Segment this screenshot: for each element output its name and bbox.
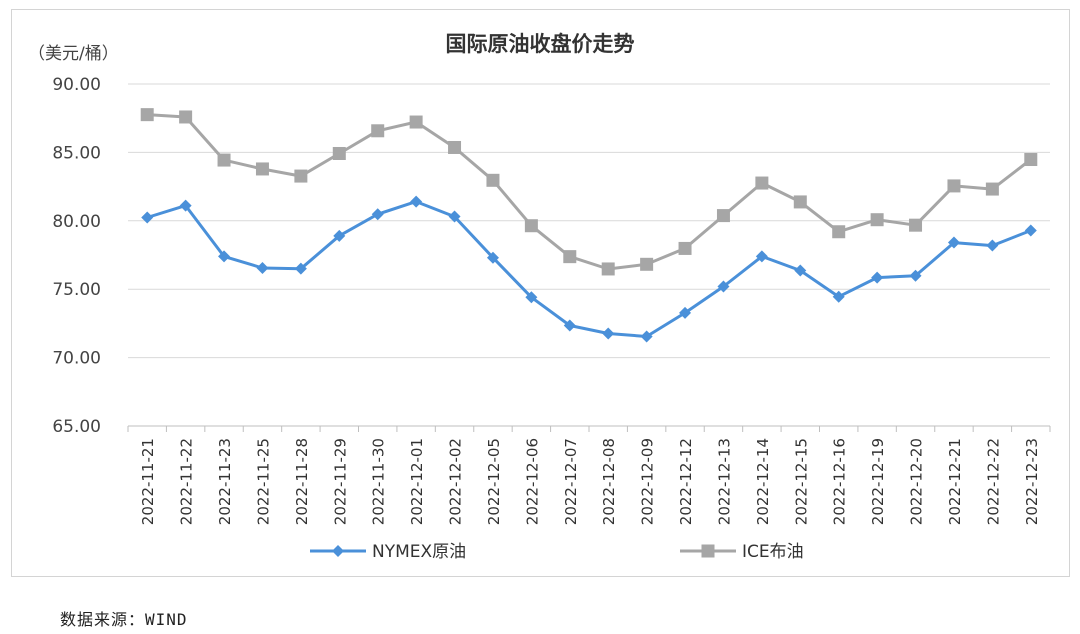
data-point-series-1 bbox=[448, 210, 461, 223]
data-point-series-1 bbox=[371, 208, 384, 221]
data-point-series-1 bbox=[679, 306, 692, 319]
data-point-series-1 bbox=[141, 211, 154, 224]
data-point-series-1 bbox=[947, 236, 960, 249]
x-tick-label: 2022-12-14 bbox=[754, 438, 772, 525]
x-tick-label: 2022-11-30 bbox=[370, 438, 388, 525]
legend-label-1: NYMEX原油 bbox=[372, 542, 466, 562]
data-point-series-1 bbox=[256, 261, 269, 274]
x-tick-label: 2022-11-29 bbox=[331, 438, 349, 525]
data-point-series-1 bbox=[871, 271, 884, 284]
data-point-series-2 bbox=[832, 225, 846, 239]
data-point-series-1 bbox=[640, 330, 653, 343]
y-tick-label: 90.00 bbox=[52, 75, 101, 95]
x-tick-label: 2022-12-15 bbox=[792, 438, 810, 525]
series-line-2 bbox=[147, 113, 1032, 271]
x-tick-label: 2022-12-09 bbox=[639, 438, 657, 525]
data-point-series-2 bbox=[755, 176, 769, 190]
x-tick-label: 2022-11-28 bbox=[293, 438, 311, 525]
data-point-series-1 bbox=[486, 251, 499, 264]
x-tick-label: 2022-12-01 bbox=[408, 438, 426, 525]
chart-title: 国际原油收盘价走势 bbox=[446, 32, 635, 56]
data-point-series-2 bbox=[870, 213, 884, 227]
x-tick-label: 2022-11-22 bbox=[178, 438, 196, 525]
data-point-series-2 bbox=[294, 169, 308, 183]
data-point-series-1 bbox=[1024, 224, 1037, 237]
data-point-series-1 bbox=[717, 280, 730, 293]
y-tick-label: 70.00 bbox=[52, 349, 101, 369]
x-tick-label: 2022-12-13 bbox=[715, 438, 733, 525]
data-point-series-1 bbox=[525, 291, 538, 304]
x-tick-label: 2022-12-08 bbox=[600, 438, 618, 525]
data-point-series-1 bbox=[832, 290, 845, 303]
x-tick-label: 2022-12-07 bbox=[562, 438, 580, 525]
data-point-series-2 bbox=[678, 241, 692, 255]
data-point-series-2 bbox=[1024, 153, 1038, 167]
data-point-series-2 bbox=[486, 173, 500, 187]
data-point-series-2 bbox=[985, 182, 999, 196]
x-tick-label: 2022-12-05 bbox=[485, 438, 503, 525]
y-tick-label: 75.00 bbox=[52, 280, 101, 300]
data-point-series-1 bbox=[794, 264, 807, 277]
data-point-series-1 bbox=[602, 327, 615, 340]
data-point-series-2 bbox=[524, 219, 538, 233]
line-chart: 国际原油收盘价走势 （美元/桶） 65.00 70.00 75.00 80.00 85.00… bbox=[28, 32, 1051, 562]
x-tick-label: 2022-12-20 bbox=[908, 438, 926, 525]
data-point-series-2 bbox=[947, 179, 961, 193]
data-point-series-1 bbox=[755, 250, 768, 263]
data-point-series-2 bbox=[601, 262, 615, 276]
x-tick-label: 2022-12-16 bbox=[831, 438, 849, 525]
data-point-series-1 bbox=[179, 199, 192, 212]
x-tick-label: 2022-12-23 bbox=[1023, 438, 1041, 525]
legend-marker-1 bbox=[332, 545, 344, 557]
data-point-series-1 bbox=[909, 269, 922, 282]
y-tick-label: 65.00 bbox=[52, 417, 101, 437]
data-point-series-2 bbox=[909, 218, 923, 232]
source-note: 数据来源：WIND bbox=[60, 610, 188, 629]
y-tick-label: 85.00 bbox=[52, 143, 101, 163]
data-point-series-2 bbox=[371, 124, 385, 138]
data-point-series-2 bbox=[217, 153, 231, 167]
data-point-series-1 bbox=[563, 319, 576, 332]
x-tick-label: 2022-11-23 bbox=[216, 438, 234, 525]
data-point-series-2 bbox=[563, 250, 577, 264]
data-point-series-2 bbox=[448, 140, 462, 154]
data-point-series-2 bbox=[140, 108, 154, 122]
y-tick-label: 80.00 bbox=[52, 212, 101, 232]
x-tick-label: 2022-11-21 bbox=[139, 438, 157, 525]
data-point-series-2 bbox=[179, 110, 193, 124]
data-point-series-2 bbox=[640, 257, 654, 271]
x-tick-label: 2022-11-25 bbox=[254, 438, 272, 525]
series-line-1 bbox=[146, 200, 1032, 338]
data-point-series-1 bbox=[294, 262, 307, 275]
x-tick-label: 2022-12-12 bbox=[677, 438, 695, 525]
data-point-series-1 bbox=[218, 250, 231, 263]
x-tick-label: 2022-12-02 bbox=[447, 438, 465, 525]
data-point-series-1 bbox=[986, 239, 999, 252]
x-tick-label: 2022-12-21 bbox=[946, 438, 964, 525]
data-point-series-2 bbox=[255, 162, 269, 176]
legend-label-2: ICE布油 bbox=[742, 542, 804, 562]
x-tick-label: 2022-12-19 bbox=[869, 438, 887, 525]
data-point-series-1 bbox=[333, 229, 346, 242]
chart-frame bbox=[11, 9, 1070, 577]
legend-marker-2 bbox=[701, 544, 715, 558]
data-point-series-2 bbox=[409, 115, 423, 129]
x-tick-label: 2022-12-06 bbox=[523, 438, 541, 525]
y-axis-unit-label: （美元/桶） bbox=[28, 44, 119, 64]
data-point-series-2 bbox=[716, 209, 730, 223]
data-point-series-2 bbox=[332, 146, 346, 160]
data-point-series-1 bbox=[410, 195, 423, 208]
x-tick-label: 2022-12-22 bbox=[984, 438, 1002, 525]
data-point-series-2 bbox=[793, 195, 807, 209]
